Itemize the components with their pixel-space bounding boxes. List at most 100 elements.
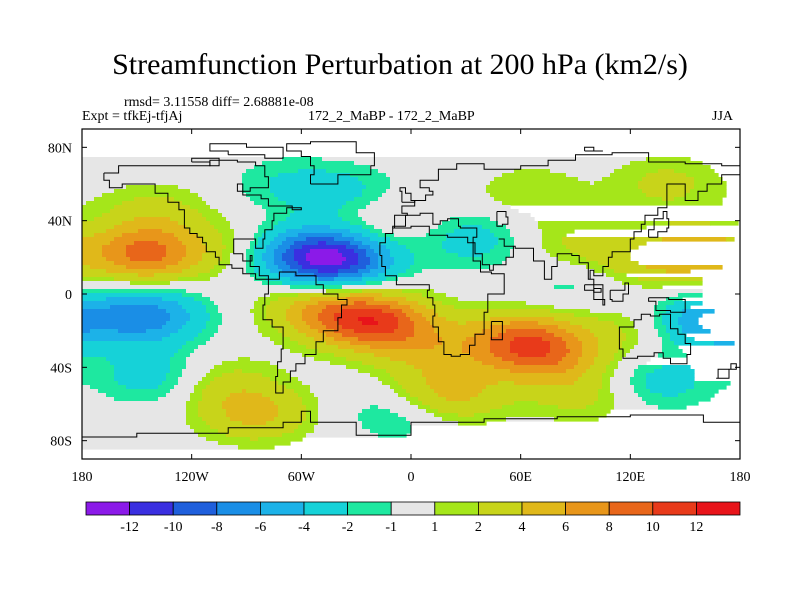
contour-cell [82, 313, 171, 318]
contour-cell [246, 249, 255, 254]
contour-cell [210, 297, 259, 302]
contour-cell [294, 241, 319, 246]
contour-cell [550, 345, 567, 350]
contour-cell [542, 229, 575, 234]
coastline [286, 141, 375, 185]
contour-cell [598, 389, 611, 394]
contour-cell [290, 265, 303, 270]
contour-cell [206, 325, 219, 330]
coastline [399, 187, 416, 203]
contour-cell [458, 253, 483, 258]
contour-cell [198, 193, 247, 198]
contour-cell [582, 341, 599, 346]
contour-cell [498, 333, 555, 338]
contour-cell [270, 177, 359, 182]
contour-cell [394, 233, 427, 238]
x-tick-label: 120E [616, 470, 646, 485]
contour-cell [306, 321, 323, 326]
contour-cell [186, 321, 207, 326]
contour-cell [338, 345, 371, 350]
contour-cell [514, 337, 543, 342]
contour-cell [110, 361, 171, 366]
contour-cell [110, 241, 135, 246]
contour-cell [254, 237, 259, 242]
contour-cell [290, 277, 319, 282]
contour-cell [222, 249, 235, 254]
colorbar-label: 8 [606, 520, 613, 535]
contour-cell [274, 401, 303, 406]
contour-cell [614, 369, 635, 374]
contour-cell [346, 297, 375, 302]
contour-cell [170, 357, 187, 362]
contour-cell [242, 369, 287, 374]
contour-cell [82, 181, 243, 186]
contour-cell [654, 369, 695, 374]
contour-cell [326, 305, 391, 310]
contour-cell [262, 333, 283, 338]
contour-cell [82, 445, 239, 450]
contour-cell [106, 269, 183, 274]
contour-cell [214, 225, 231, 230]
contour-cell [554, 417, 599, 422]
contour-cell [158, 397, 191, 402]
contour-cell [82, 273, 139, 278]
contour-cell [278, 405, 307, 410]
contour-cell [186, 421, 207, 426]
contour-cell [430, 321, 459, 326]
contour-cell [306, 413, 319, 418]
contour-cell [446, 233, 495, 238]
contour-cell [614, 169, 659, 174]
contour-cell [302, 245, 347, 250]
contour-cell [206, 341, 275, 346]
contour-cell [582, 353, 599, 358]
contour-cell [454, 229, 491, 234]
contour-cell [414, 321, 431, 326]
contour-cell [338, 213, 359, 218]
contour-cell [102, 213, 203, 218]
contour-cell [398, 393, 411, 398]
contour-cell [226, 245, 235, 250]
contour-cell [390, 385, 403, 390]
contour-cell [442, 241, 499, 246]
contour-cell [198, 409, 227, 414]
colorbar-swatch [696, 501, 741, 516]
contour-cell [254, 201, 287, 206]
contour-cell [490, 317, 555, 322]
contour-cell [186, 361, 223, 366]
contour-cell [202, 301, 215, 306]
contour-cell [306, 433, 379, 438]
contour-cell [286, 249, 295, 254]
contour-cell [598, 337, 627, 342]
contour-cell [386, 269, 407, 274]
contour-cell [562, 241, 647, 246]
contour-cell [594, 361, 611, 366]
contour-cell [626, 337, 639, 342]
contour-cell [610, 361, 619, 366]
coastline [648, 297, 686, 313]
contour-cell [474, 413, 607, 418]
contour-cell [598, 393, 615, 398]
contour-cell [402, 309, 415, 314]
contour-cell [242, 177, 271, 182]
contour-cell [390, 177, 495, 182]
contour-cell [502, 173, 567, 178]
contour-cell [514, 361, 559, 366]
contour-cell [238, 357, 251, 362]
contour-cell [306, 305, 327, 310]
contour-cell [262, 253, 275, 258]
contour-cell [510, 341, 551, 346]
contour-cell [178, 381, 199, 386]
contour-cell [214, 365, 279, 370]
contour-cell [362, 321, 379, 326]
contour-cell [490, 341, 511, 346]
contour-cell [326, 169, 379, 174]
contour-cell [222, 321, 255, 326]
contour-cell [654, 309, 667, 314]
colorbar-swatch [172, 501, 218, 516]
contour-cell [442, 341, 463, 346]
expt-line: Expt = tfkEj-tfjAj [82, 109, 183, 124]
contour-cell [198, 333, 215, 338]
contour-cell [278, 329, 299, 334]
contour-cell [230, 393, 263, 398]
